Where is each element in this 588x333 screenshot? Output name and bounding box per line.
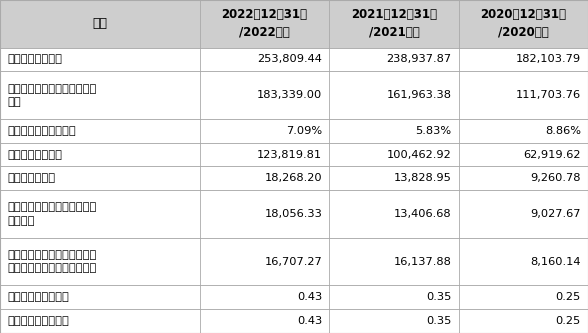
Text: 18,056.33: 18,056.33 (265, 209, 322, 219)
Text: 123,819.81: 123,819.81 (257, 150, 322, 160)
Text: 稀释每股收益（元）: 稀释每股收益（元） (7, 316, 69, 326)
Bar (0, 309, 588, 333)
Text: 0.35: 0.35 (426, 292, 452, 302)
Text: 归属于母公司所有者权益（万
元）: 归属于母公司所有者权益（万 元） (7, 84, 96, 107)
Text: 0.35: 0.35 (426, 316, 452, 326)
Text: 0.25: 0.25 (556, 316, 581, 326)
Bar (0, 143, 588, 166)
Text: 182,103.79: 182,103.79 (516, 55, 581, 65)
Text: 7.09%: 7.09% (286, 126, 322, 136)
Text: 归属于母公司所有者的净利润
（万元）: 归属于母公司所有者的净利润 （万元） (7, 202, 96, 226)
Text: 0.25: 0.25 (556, 292, 581, 302)
Text: 2022年12月31日
/2022年度: 2022年12月31日 /2022年度 (222, 8, 308, 39)
Bar (0, 119, 588, 143)
Text: 18,268.20: 18,268.20 (265, 173, 322, 183)
Bar (0, 190, 588, 238)
Text: 5.83%: 5.83% (416, 126, 452, 136)
Text: 16,137.88: 16,137.88 (394, 257, 452, 267)
Text: 资产负债率（母公司）: 资产负债率（母公司） (7, 126, 76, 136)
Text: 0.43: 0.43 (297, 292, 322, 302)
Text: 161,963.38: 161,963.38 (386, 90, 452, 100)
Bar (0, 0, 588, 48)
Text: 0.43: 0.43 (297, 316, 322, 326)
Text: 扣除非经常性损益后归属于母
公司所有者的净利润（万元）: 扣除非经常性损益后归属于母 公司所有者的净利润（万元） (7, 250, 96, 273)
Text: 62,919.62: 62,919.62 (523, 150, 581, 160)
Text: 13,828.95: 13,828.95 (394, 173, 452, 183)
Text: 净利润（万元）: 净利润（万元） (7, 173, 55, 183)
Text: 13,406.68: 13,406.68 (394, 209, 452, 219)
Text: 8.86%: 8.86% (545, 126, 581, 136)
Bar (0, 71, 588, 119)
Text: 9,027.67: 9,027.67 (530, 209, 581, 219)
Text: 8,160.14: 8,160.14 (530, 257, 581, 267)
Bar (0, 285, 588, 309)
Text: 项目: 项目 (92, 17, 108, 30)
Bar (0, 238, 588, 285)
Text: 100,462.92: 100,462.92 (387, 150, 452, 160)
Bar (0, 48, 588, 71)
Text: 2021年12月31日
/2021年度: 2021年12月31日 /2021年度 (351, 8, 437, 39)
Text: 2020年12月31日
/2020年度: 2020年12月31日 /2020年度 (480, 8, 566, 39)
Text: 营业收入（万元）: 营业收入（万元） (7, 150, 62, 160)
Text: 111,703.76: 111,703.76 (516, 90, 581, 100)
Text: 16,707.27: 16,707.27 (265, 257, 322, 267)
Text: 238,937.87: 238,937.87 (386, 55, 452, 65)
Text: 9,260.78: 9,260.78 (530, 173, 581, 183)
Text: 资产总额（万元）: 资产总额（万元） (7, 55, 62, 65)
Bar (0, 166, 588, 190)
Text: 253,809.44: 253,809.44 (258, 55, 322, 65)
Text: 基本每股收益（元）: 基本每股收益（元） (7, 292, 69, 302)
Text: 183,339.00: 183,339.00 (257, 90, 322, 100)
